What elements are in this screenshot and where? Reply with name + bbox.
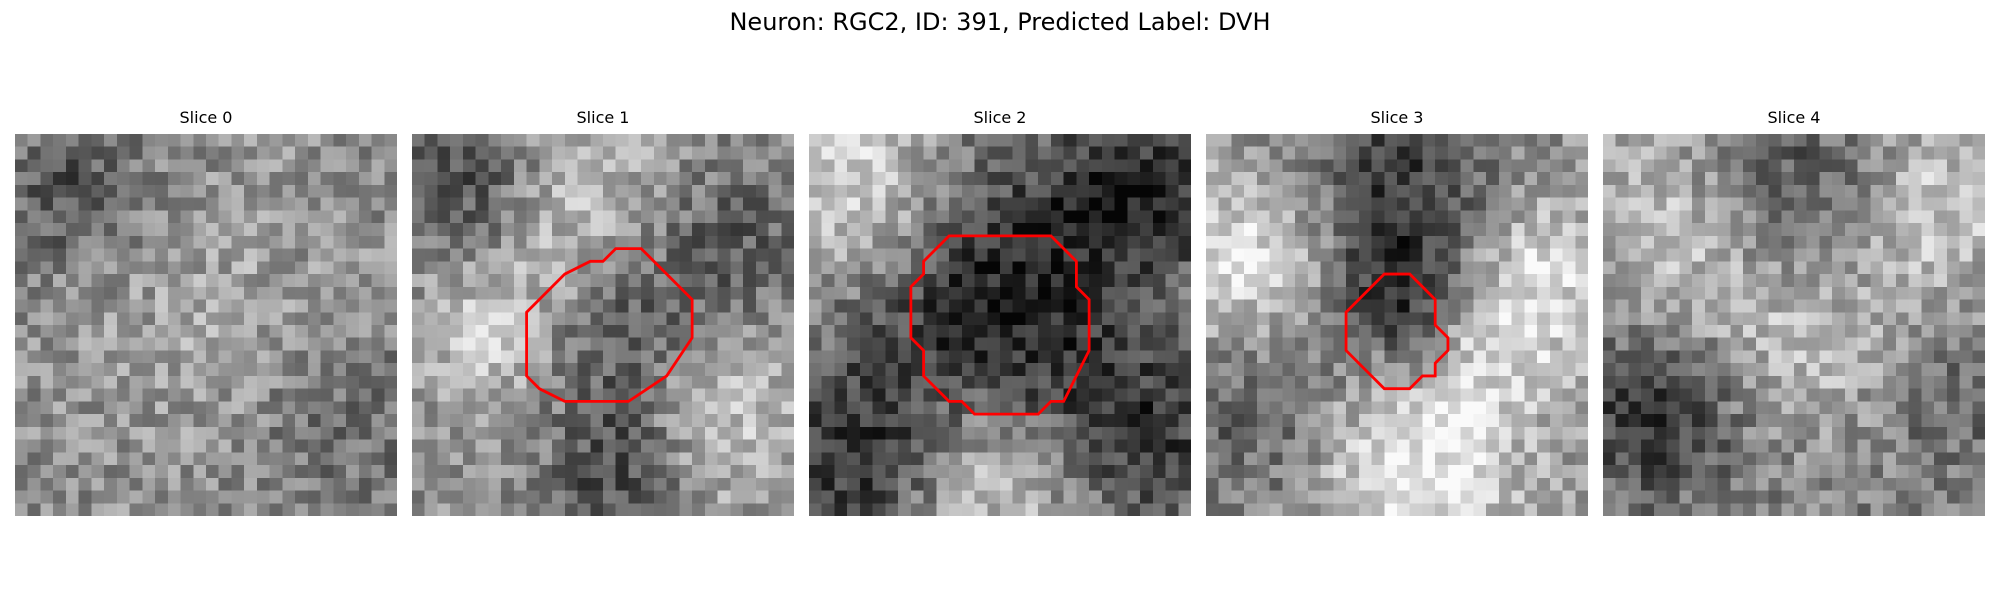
slice-panel-2: Slice 2 [809,108,1191,516]
roi-contour [1344,272,1450,391]
roi-contour [525,247,694,403]
slice-panel-4: Slice 4 [1603,108,1985,516]
slice-panel-0: Slice 0 [15,108,397,516]
slice-image-2 [809,134,1191,516]
roi-contour [909,234,1091,416]
slice-panel-1: Slice 1 [412,108,794,516]
figure-title: Neuron: RGC2, ID: 391, Predicted Label: … [729,8,1271,36]
slice-image-1 [412,134,794,516]
slice-title-4: Slice 4 [1767,108,1821,127]
slice-image-0 [15,134,397,516]
slice-panel-3: Slice 3 [1206,108,1588,516]
slice-image-3 [1206,134,1588,516]
slice-title-3: Slice 3 [1370,108,1424,127]
slice-title-2: Slice 2 [973,108,1027,127]
slice-title-0: Slice 0 [179,108,233,127]
slice-title-1: Slice 1 [576,108,630,127]
slice-image-4 [1603,134,1985,516]
